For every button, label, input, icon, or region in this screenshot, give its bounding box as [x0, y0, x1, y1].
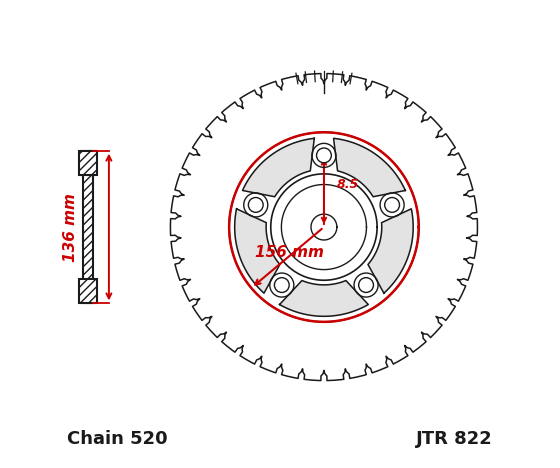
Text: 136 mm: 136 mm: [63, 193, 78, 262]
Bar: [80, 279, 97, 303]
Polygon shape: [279, 280, 368, 316]
Bar: [80, 279, 97, 303]
Polygon shape: [235, 209, 280, 293]
Text: 8.5: 8.5: [337, 177, 359, 190]
Polygon shape: [334, 139, 405, 197]
Bar: [83, 151, 93, 303]
Polygon shape: [368, 209, 413, 293]
Text: JTR 822: JTR 822: [416, 430, 493, 448]
Circle shape: [385, 197, 399, 212]
Bar: [80, 151, 97, 175]
Circle shape: [316, 148, 332, 163]
Bar: [83, 151, 93, 303]
Polygon shape: [242, 139, 314, 197]
Circle shape: [358, 278, 374, 292]
Circle shape: [249, 197, 263, 212]
Text: Chain 520: Chain 520: [67, 430, 168, 448]
Circle shape: [274, 278, 289, 292]
Text: 156 mm: 156 mm: [255, 245, 324, 260]
Bar: [80, 151, 97, 175]
